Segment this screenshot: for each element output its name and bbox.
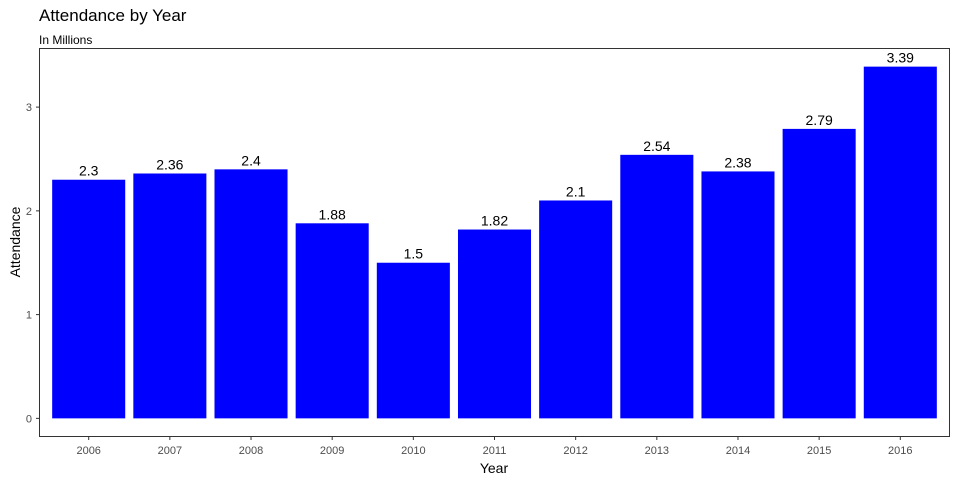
x-tick-label: 2014 — [726, 445, 750, 457]
bar-2013 — [620, 154, 694, 419]
x-tick-label: 2015 — [807, 445, 831, 457]
y-tick-label: 1 — [26, 310, 32, 322]
chart-subtitle: In Millions — [39, 33, 93, 47]
bar-2009 — [295, 223, 369, 419]
data-label-2008: 2.4 — [241, 152, 261, 168]
chart-title: Attendance by Year — [39, 6, 187, 25]
x-axis-title: Year — [480, 460, 509, 476]
bars-layer — [52, 66, 937, 419]
x-tick-label: 2012 — [563, 445, 587, 457]
y-tick-label: 0 — [26, 413, 32, 425]
data-label-2010: 1.5 — [404, 246, 424, 262]
x-axis: 2006 2007 2008 2009 2010 2011 2012 2013 2014 2015… — [76, 436, 913, 457]
bar-2010 — [376, 262, 450, 419]
data-label-2014: 2.38 — [724, 154, 751, 170]
bar-2011 — [457, 229, 532, 419]
bar-2014 — [701, 171, 775, 419]
y-tick-label: 3 — [26, 102, 32, 114]
data-label-2016: 3.39 — [887, 50, 914, 66]
x-tick-label: 2008 — [239, 445, 263, 457]
y-tick-label: 2 — [26, 206, 32, 218]
x-tick-label: 2013 — [645, 445, 669, 457]
x-tick-label: 2010 — [401, 445, 425, 457]
x-tick-label: 2007 — [158, 445, 182, 457]
bar-2006 — [52, 179, 126, 419]
data-label-2007: 2.36 — [156, 157, 183, 173]
bar-2007 — [133, 173, 207, 419]
bar-2008 — [214, 169, 288, 419]
bar-2012 — [539, 200, 613, 419]
x-tick-label: 2016 — [888, 445, 912, 457]
data-label-2011: 1.82 — [481, 213, 508, 229]
data-label-2009: 1.88 — [319, 206, 346, 222]
x-tick-label: 2011 — [483, 445, 507, 457]
data-label-2012: 2.1 — [566, 183, 586, 199]
y-axis-title: Attendance — [7, 206, 23, 277]
data-label-2006: 2.3 — [79, 163, 99, 179]
bar-2015 — [782, 128, 856, 419]
x-tick-label: 2009 — [320, 445, 344, 457]
y-axis: 0 1 2 3 — [26, 102, 40, 425]
data-label-2015: 2.79 — [806, 112, 833, 128]
data-label-2013: 2.54 — [643, 138, 670, 154]
x-tick-label: 2006 — [76, 445, 100, 457]
bar-2016 — [863, 66, 937, 419]
bar-labels-layer: 2.3 2.36 2.4 1.88 1.5 1.82 2.1 2.54 2.38 2.79 3.39 — [79, 50, 914, 262]
